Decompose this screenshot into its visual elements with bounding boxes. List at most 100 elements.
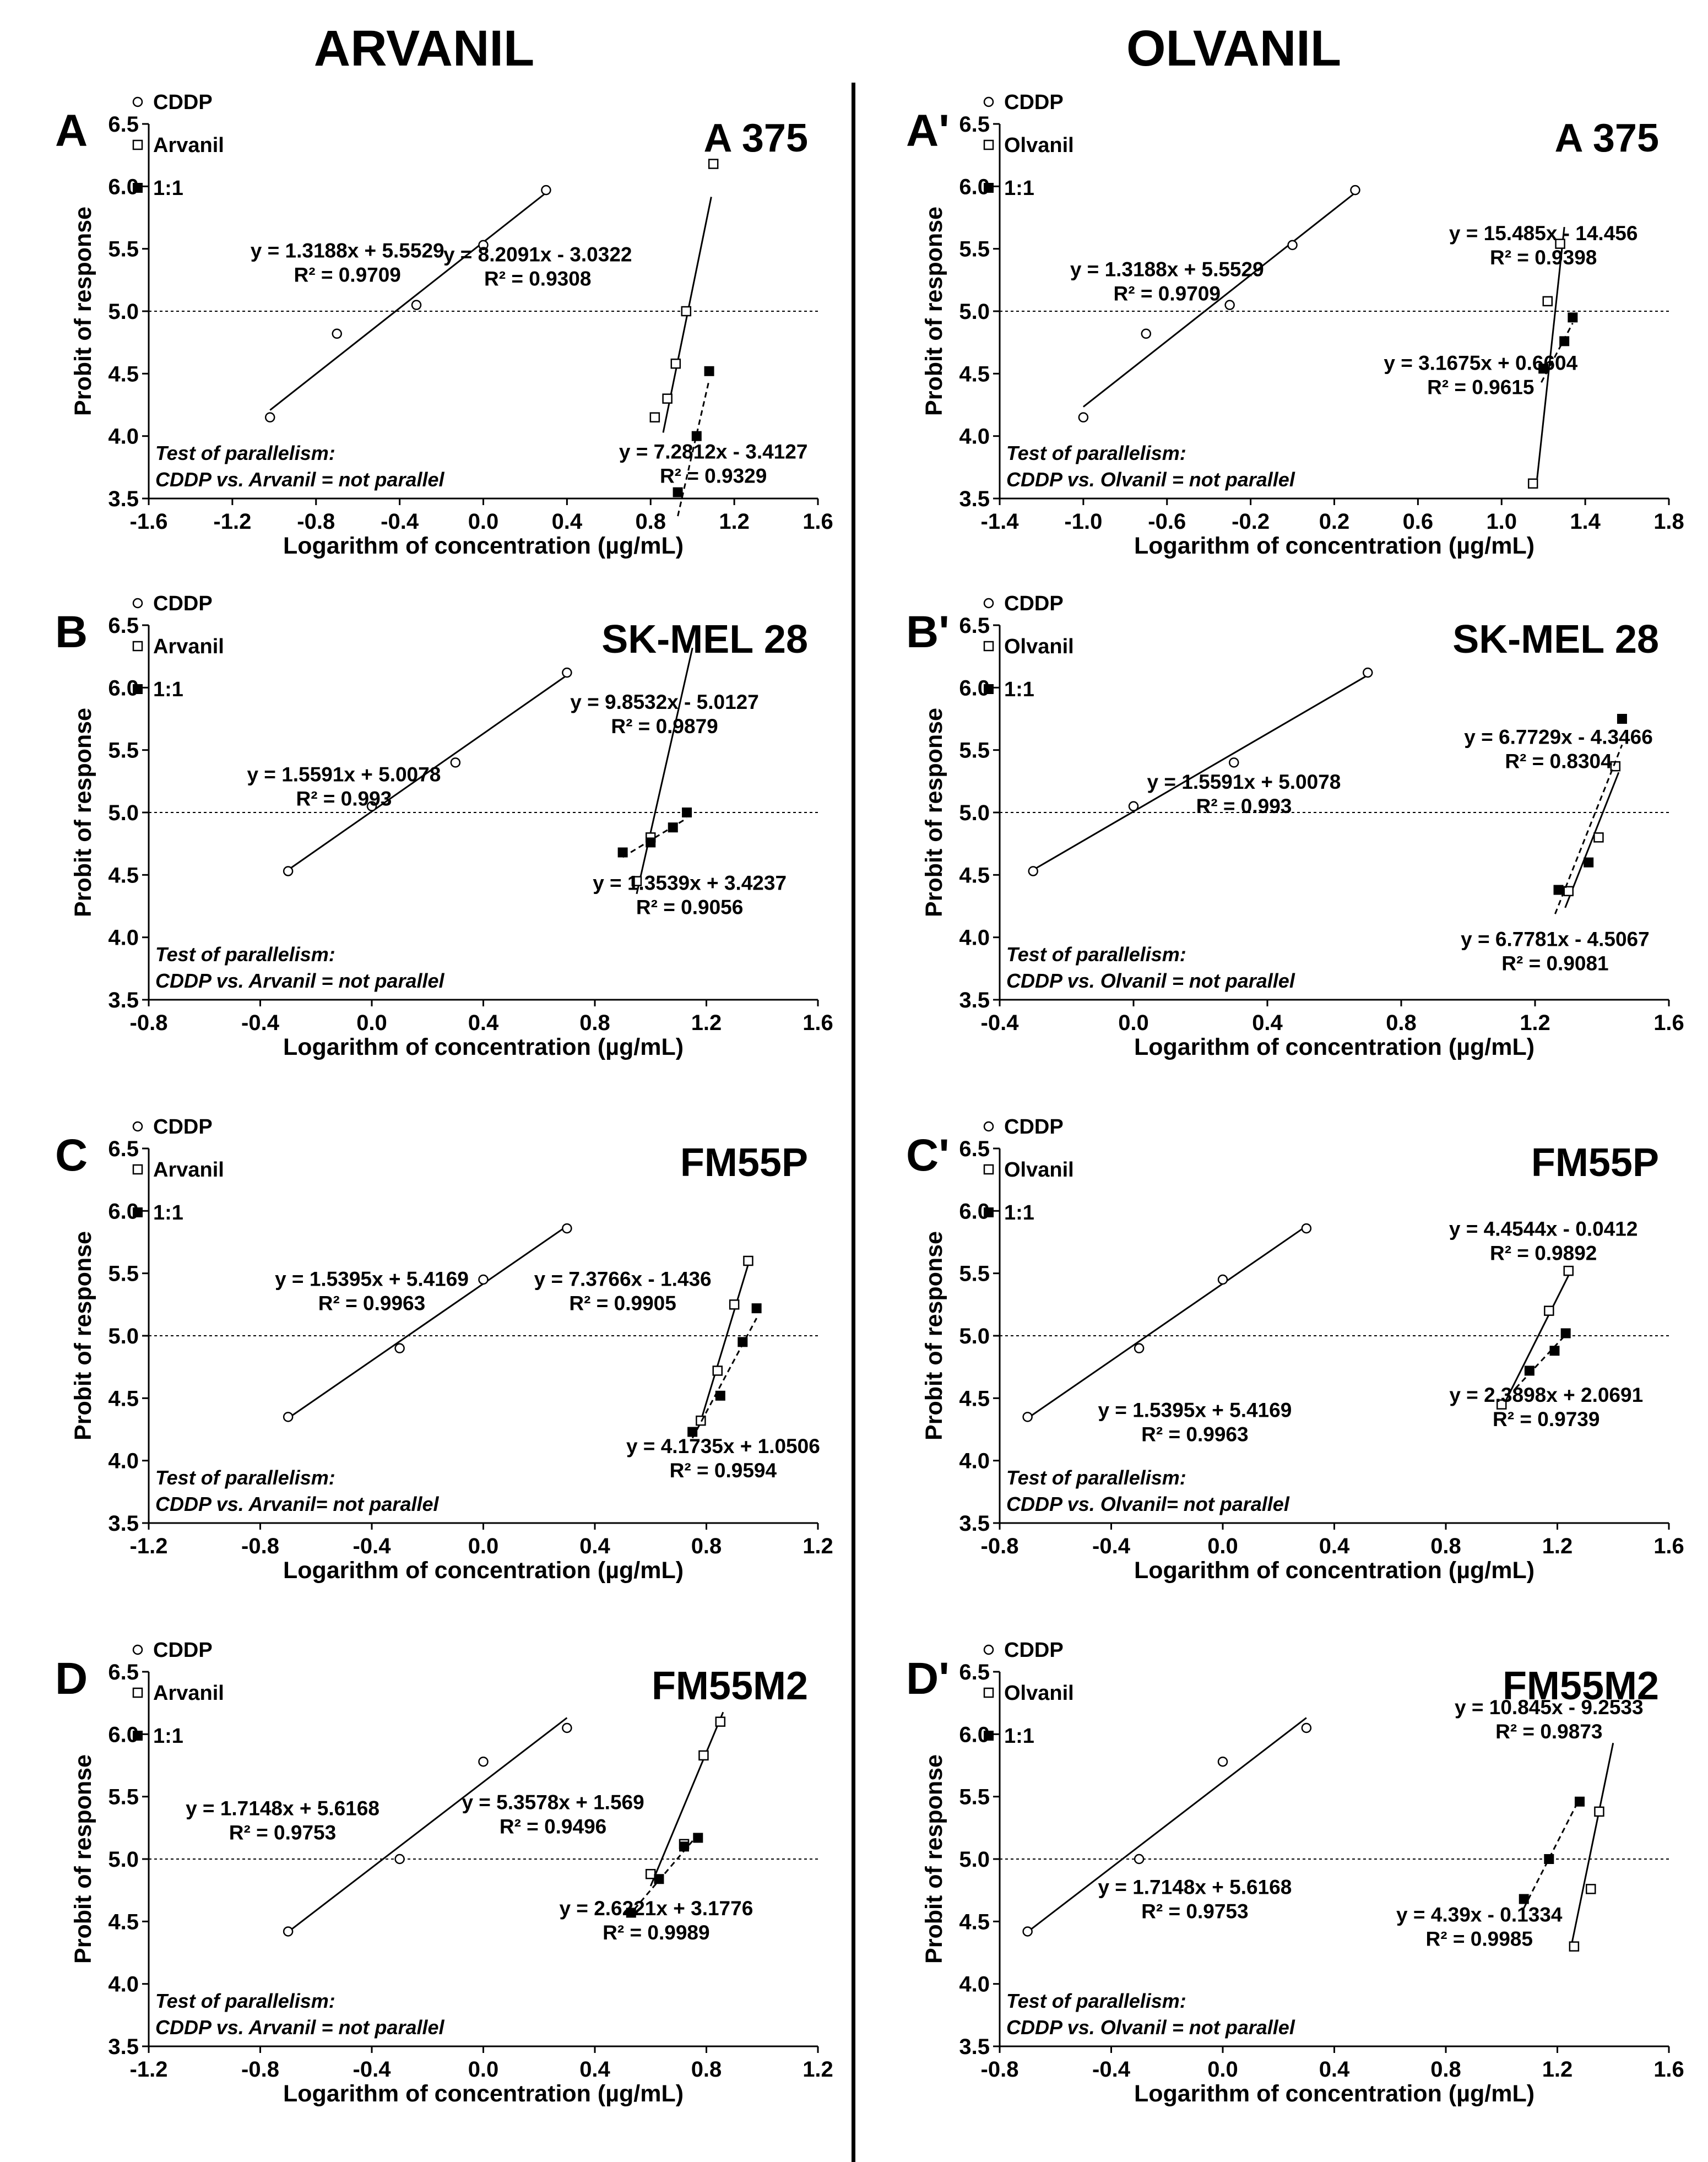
x-tick-label: -0.8 xyxy=(241,2057,279,2082)
regression-line xyxy=(1027,1717,1307,1933)
x-axis-label: Logarithm of concentration (µg/mL) xyxy=(283,2080,684,2107)
legend-label: 1:1 xyxy=(153,177,183,200)
x-tick-label: -1.6 xyxy=(130,510,168,534)
data-point xyxy=(478,1274,489,1285)
data-point xyxy=(478,240,489,251)
chart-panel-A: 3.54.04.55.05.56.06.5-1.6 -1.2 -0.8 -0.4 0.0… xyxy=(55,91,833,559)
data-point xyxy=(698,1750,709,1761)
y-tick-label: 6.5 xyxy=(108,112,139,137)
x-tick-label: -0.8 xyxy=(130,1011,168,1035)
x-tick-label: -1.2 xyxy=(213,510,251,534)
data-point xyxy=(751,1303,762,1314)
x-tick-label: 0.4 xyxy=(1319,2057,1350,2082)
y-tick-label: 4.0 xyxy=(959,1973,990,1997)
legend-marker xyxy=(132,1644,143,1655)
fit-equation: y = 15.485x - 14.456 xyxy=(1449,222,1638,245)
data-point xyxy=(1560,1328,1571,1339)
legend-label: 1:1 xyxy=(1004,1201,1034,1224)
data-point xyxy=(1229,757,1239,768)
data-point xyxy=(631,876,642,886)
x-tick-label: -0.4 xyxy=(1092,1534,1131,1558)
x-tick-label: 0.2 xyxy=(1319,510,1350,534)
legend-marker xyxy=(132,1687,143,1698)
data-point xyxy=(743,1255,753,1266)
data-point xyxy=(1496,1399,1507,1410)
fit-r2: R² = 0.9963 xyxy=(1141,1423,1248,1445)
y-tick-label: 4.0 xyxy=(108,1449,139,1473)
panel-label: D' xyxy=(906,1654,950,1704)
data-point xyxy=(1224,300,1235,310)
x-tick-label: 1.2 xyxy=(719,510,750,534)
y-tick-label: 4.5 xyxy=(959,863,990,887)
regression-line xyxy=(1523,1798,1581,1909)
y-tick-label: 5.5 xyxy=(108,1785,139,1809)
legend-marker xyxy=(132,598,143,609)
x-tick-label: 1.6 xyxy=(1653,2057,1684,2082)
regression-line xyxy=(288,1717,568,1933)
x-tick-label: 0.0 xyxy=(468,2057,499,2082)
legend-marker xyxy=(984,1731,994,1741)
x-tick-label: 0.0 xyxy=(468,1534,499,1558)
y-tick-label: 3.5 xyxy=(108,988,139,1012)
x-tick-label: 0.4 xyxy=(552,510,583,534)
x-tick-label: -1.2 xyxy=(130,1534,168,1558)
y-tick-label: 4.0 xyxy=(108,1973,139,1997)
panel-label: D xyxy=(55,1654,88,1704)
x-tick-label: 0.8 xyxy=(691,1534,722,1558)
y-tick-label: 4.0 xyxy=(959,926,990,950)
data-point xyxy=(670,358,681,369)
regression-line xyxy=(1027,1225,1307,1419)
data-point xyxy=(1544,1854,1554,1864)
fit-equation: y = 1.5395x + 5.4169 xyxy=(1098,1399,1292,1421)
legend-label: 1:1 xyxy=(1004,678,1034,701)
x-tick-label: -0.4 xyxy=(353,1534,392,1558)
fit-equation: y = 9.8532x - 5.0127 xyxy=(570,691,759,713)
data-point xyxy=(1617,714,1627,724)
y-axis-label: Probit of response xyxy=(70,708,96,917)
y-tick-label: 5.5 xyxy=(108,237,139,262)
legend-marker xyxy=(132,139,143,150)
x-tick-label: 1.6 xyxy=(1653,1534,1684,1558)
legend-label: CDDP xyxy=(153,91,213,114)
fit-equation: y = 7.3766x - 1.436 xyxy=(534,1267,712,1290)
fit-r2: R² = 0.9963 xyxy=(318,1292,425,1314)
data-point xyxy=(1569,1941,1580,1952)
panel-label: B' xyxy=(906,607,950,657)
x-tick-label: -0.4 xyxy=(353,2057,392,2082)
y-tick-label: 5.5 xyxy=(959,237,990,262)
fit-equation: y = 1.3539x + 3.4237 xyxy=(593,872,787,895)
legend-label: Olvanil xyxy=(1004,635,1074,658)
fit-equation: y = 1.7148x + 5.6168 xyxy=(1098,1876,1292,1898)
data-point xyxy=(1544,1305,1554,1316)
y-tick-label: 5.0 xyxy=(959,300,990,324)
x-tick-label: 1.6 xyxy=(1653,1011,1684,1035)
fit-r2: R² = 0.9879 xyxy=(611,715,718,738)
x-tick-label: 0.6 xyxy=(1403,510,1434,534)
fit-equation: y = 6.7781x - 4.5067 xyxy=(1461,928,1650,951)
y-tick-label: 5.0 xyxy=(108,801,139,825)
data-point xyxy=(394,1343,405,1353)
legend-label: CDDP xyxy=(153,1639,213,1662)
fit-equation: y = 10.845x - 9.2533 xyxy=(1455,1696,1644,1719)
x-tick-label: 0.8 xyxy=(635,510,666,534)
panel-label: C xyxy=(55,1130,88,1180)
panel-label: B xyxy=(55,607,88,657)
data-point xyxy=(1542,296,1553,307)
panel-label: C' xyxy=(906,1130,950,1180)
fit-r2: R² = 0.8304 xyxy=(1505,750,1612,772)
x-axis-label: Logarithm of concentration (µg/mL) xyxy=(1134,1557,1535,1584)
y-tick-label: 6.5 xyxy=(108,1137,139,1161)
data-point xyxy=(1350,185,1360,196)
y-axis-label: Probit of response xyxy=(70,1231,96,1440)
y-tick-label: 5.0 xyxy=(108,1847,139,1872)
